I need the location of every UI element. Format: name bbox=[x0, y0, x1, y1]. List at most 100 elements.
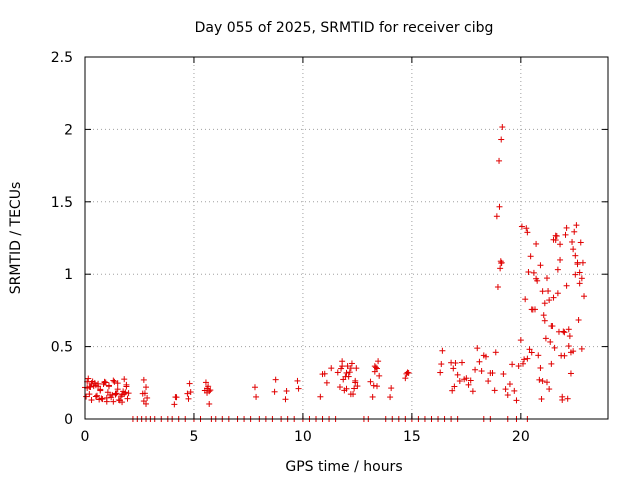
data-point bbox=[565, 343, 572, 350]
data-point bbox=[543, 379, 550, 386]
data-point bbox=[578, 275, 585, 282]
data-point bbox=[438, 361, 445, 368]
data-point bbox=[92, 393, 99, 400]
data-point bbox=[502, 386, 509, 393]
data-point bbox=[371, 368, 378, 375]
data-point bbox=[474, 345, 481, 352]
data-point bbox=[524, 229, 531, 236]
data-point bbox=[452, 360, 459, 367]
data-point bbox=[543, 275, 550, 282]
data-point bbox=[282, 396, 289, 403]
data-point bbox=[140, 376, 147, 383]
data-point bbox=[110, 377, 117, 384]
data-point bbox=[328, 365, 335, 372]
data-point bbox=[504, 392, 511, 399]
data-point bbox=[513, 397, 520, 404]
data-point bbox=[553, 232, 560, 239]
data-point bbox=[511, 387, 518, 394]
data-point bbox=[472, 366, 479, 373]
data-point bbox=[536, 376, 543, 383]
axis-ticks: 0 5 10 15 20 0 0.5 1 1.5 2 2.5 bbox=[51, 50, 608, 445]
data-point bbox=[561, 352, 568, 359]
data-point bbox=[113, 390, 120, 397]
y-tick-label: 1 bbox=[64, 267, 73, 283]
data-point bbox=[539, 378, 546, 385]
data-point bbox=[184, 390, 191, 397]
data-point bbox=[493, 213, 500, 220]
data-point bbox=[567, 349, 574, 356]
data-point bbox=[522, 296, 529, 303]
data-point bbox=[121, 376, 128, 383]
data-point bbox=[557, 241, 564, 248]
data-point bbox=[525, 269, 532, 276]
data-point bbox=[93, 392, 100, 399]
data-point bbox=[87, 383, 94, 390]
data-point bbox=[546, 297, 553, 304]
data-point bbox=[283, 387, 290, 394]
data-point bbox=[348, 360, 355, 367]
data-point bbox=[97, 387, 104, 394]
x-tick-label: 10 bbox=[294, 429, 312, 445]
data-point bbox=[121, 391, 128, 398]
data-point bbox=[498, 136, 505, 143]
data-point bbox=[449, 387, 456, 394]
data-point bbox=[526, 346, 533, 353]
data-point bbox=[517, 337, 524, 344]
chart-title: Day 055 of 2025, SRMTID for receiver cib… bbox=[195, 20, 494, 36]
data-point bbox=[528, 349, 535, 356]
data-point bbox=[485, 378, 492, 385]
data-point bbox=[498, 259, 505, 266]
data-point bbox=[143, 384, 150, 391]
data-point bbox=[253, 393, 260, 400]
data-point bbox=[492, 349, 499, 356]
data-point bbox=[101, 379, 108, 386]
data-point bbox=[570, 246, 577, 253]
data-point bbox=[515, 363, 522, 370]
data-point bbox=[86, 391, 93, 398]
data-point bbox=[469, 388, 476, 395]
data-point bbox=[317, 393, 324, 400]
data-point bbox=[482, 353, 489, 360]
data-point bbox=[271, 388, 278, 395]
data-point bbox=[85, 375, 92, 382]
data-point bbox=[454, 371, 461, 378]
data-point bbox=[577, 239, 584, 246]
data-point bbox=[465, 381, 472, 388]
data-point bbox=[523, 225, 530, 232]
data-point bbox=[114, 386, 121, 393]
data-point bbox=[496, 157, 503, 164]
data-point bbox=[114, 380, 121, 387]
data-point bbox=[185, 395, 192, 402]
data-point bbox=[537, 364, 544, 371]
data-point bbox=[550, 294, 557, 301]
data-point bbox=[88, 380, 95, 387]
data-point bbox=[574, 261, 581, 268]
data-point bbox=[450, 365, 457, 372]
data-point bbox=[202, 379, 209, 386]
data-point bbox=[343, 369, 350, 376]
data-point bbox=[339, 363, 346, 370]
data-point bbox=[509, 361, 516, 368]
data-point bbox=[437, 369, 444, 376]
data-point bbox=[566, 333, 573, 340]
data-point bbox=[567, 370, 574, 377]
x-tick-label: 5 bbox=[189, 429, 198, 445]
data-point bbox=[251, 384, 258, 391]
data-point bbox=[478, 368, 485, 375]
data-point bbox=[572, 271, 579, 278]
data-point bbox=[499, 124, 506, 131]
data-point bbox=[88, 397, 95, 404]
data-point bbox=[186, 380, 193, 387]
data-point bbox=[110, 398, 117, 405]
data-point bbox=[545, 288, 552, 295]
data-point bbox=[323, 379, 330, 386]
data-point bbox=[387, 394, 394, 401]
x-tick-label: 0 bbox=[81, 429, 90, 445]
data-point bbox=[561, 329, 568, 336]
data-point bbox=[388, 385, 395, 392]
data-point bbox=[496, 203, 503, 210]
data-point bbox=[564, 395, 571, 402]
data-point bbox=[346, 369, 353, 376]
data-point bbox=[552, 237, 559, 244]
data-point bbox=[557, 256, 564, 263]
